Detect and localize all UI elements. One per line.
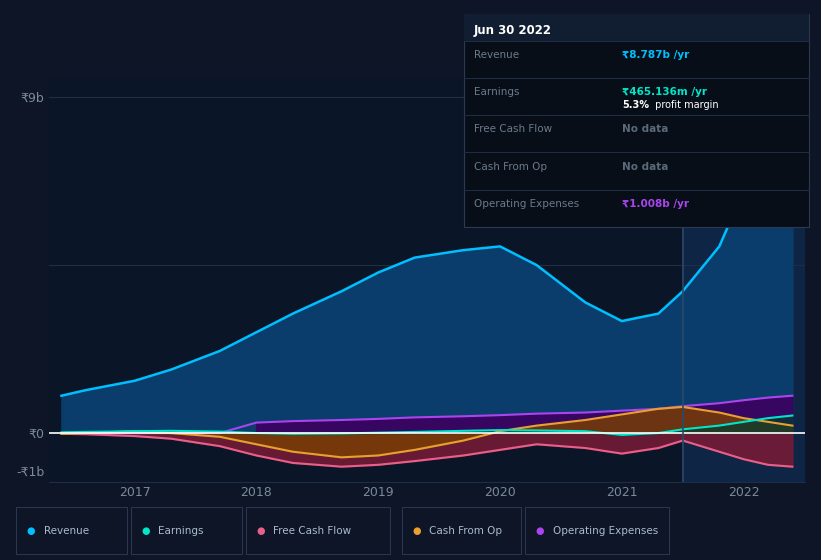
Bar [683,78,805,482]
Text: ●: ● [256,526,264,535]
Text: ●: ● [26,526,34,535]
Text: No data: No data [622,162,669,171]
Text: Cash From Op: Cash From Op [429,526,502,535]
Text: Earnings: Earnings [474,87,519,97]
Text: Operating Expenses: Operating Expenses [553,526,658,535]
Text: Operating Expenses: Operating Expenses [474,199,579,209]
Text: Earnings: Earnings [158,526,204,535]
Text: Free Cash Flow: Free Cash Flow [273,526,351,535]
Text: Revenue: Revenue [44,526,89,535]
Text: ₹465.136m /yr: ₹465.136m /yr [622,87,708,97]
Text: ₹1.008b /yr: ₹1.008b /yr [622,199,690,209]
Text: Jun 30 2022: Jun 30 2022 [474,24,552,37]
Text: Free Cash Flow: Free Cash Flow [474,124,552,134]
Text: Revenue: Revenue [474,50,519,60]
Text: ●: ● [412,526,420,535]
Text: ●: ● [535,526,544,535]
Text: ₹8.787b /yr: ₹8.787b /yr [622,50,690,60]
Text: ●: ● [141,526,149,535]
Text: profit margin: profit margin [652,100,718,110]
Text: No data: No data [622,124,669,134]
Text: 5.3%: 5.3% [622,100,649,110]
Text: Cash From Op: Cash From Op [474,162,547,171]
